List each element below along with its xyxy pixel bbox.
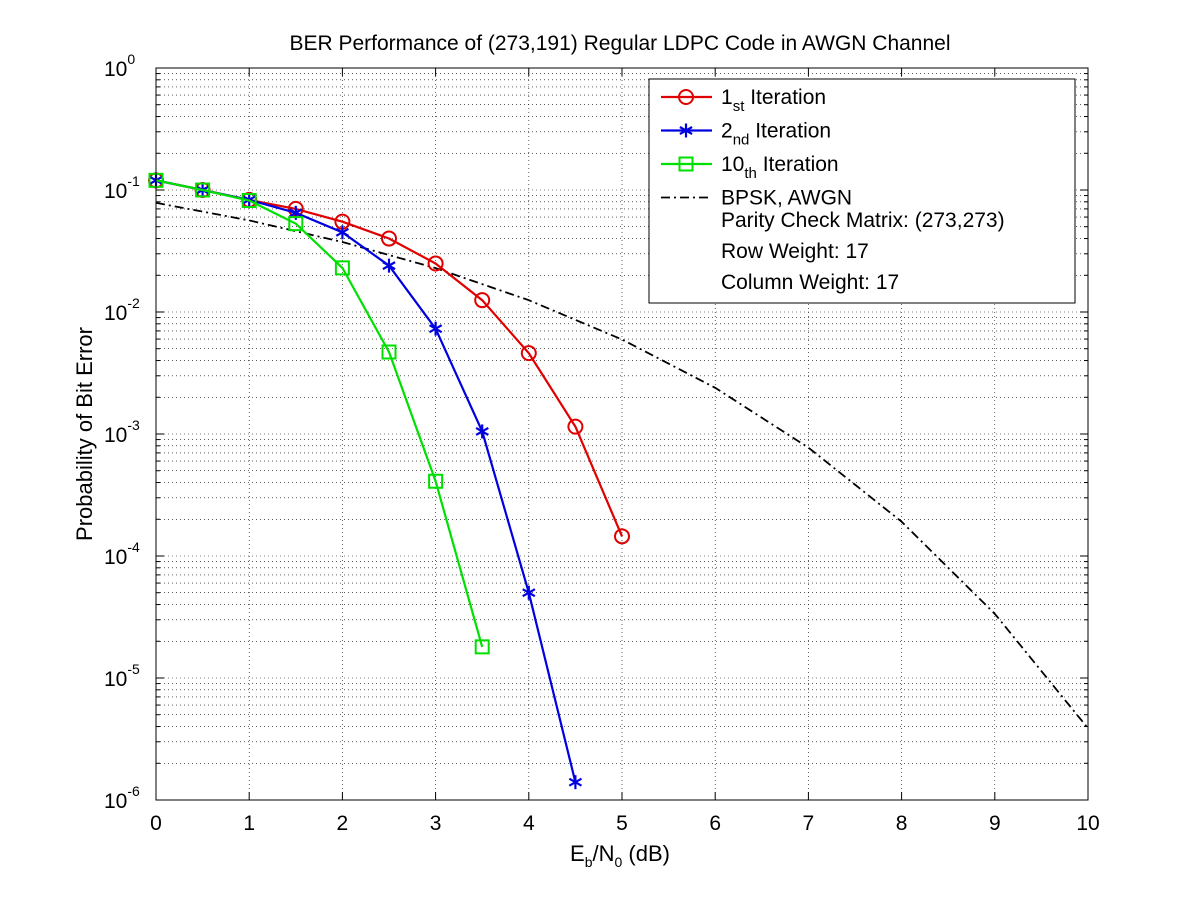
chart-title: BER Performance of (273,191) Regular LDP… — [289, 32, 950, 55]
y-axis-label: Probability of Bit Error — [72, 327, 97, 541]
data-point — [288, 216, 304, 232]
asterisk-stroke — [522, 588, 536, 598]
x-tick-label: 2 — [337, 812, 349, 835]
data-point — [568, 775, 583, 790]
y-tick-label: 10-3 — [104, 417, 140, 447]
x-tick-label: 0 — [150, 812, 162, 835]
legend: 1st Iteration 2nd Iteration 10th Iteration… — [648, 78, 1076, 304]
legend-label: 2nd Iteration — [721, 120, 831, 149]
data-point — [195, 182, 211, 198]
legend-note: Row Weight: 17 — [721, 240, 869, 263]
data-point — [520, 345, 537, 362]
series-line — [155, 201, 1089, 729]
legend-entry-3: BPSK, AWGN — [661, 187, 852, 210]
legend-note: Column Weight: 17 — [721, 271, 899, 294]
legend-marker — [679, 123, 693, 138]
data-point — [381, 344, 397, 360]
data-point — [474, 292, 491, 309]
legend-entry-0: 1st Iteration — [661, 86, 826, 115]
legend-entry-1: 2nd Iteration — [661, 120, 831, 149]
data-point — [335, 225, 350, 240]
asterisk-stroke — [679, 126, 693, 135]
y-tick-label: 100 — [104, 51, 135, 81]
x-tick-label: 5 — [616, 812, 628, 835]
y-tick-label: 10-5 — [104, 661, 140, 691]
legend-marker — [678, 89, 694, 105]
x-axis-label: Eb/N0 (dB) — [570, 841, 670, 870]
x-tick-label: 10 — [1076, 812, 1099, 835]
x-tick-label: 1 — [243, 812, 255, 835]
series-line — [155, 179, 484, 648]
data-point — [428, 473, 444, 489]
data-point — [427, 255, 444, 272]
x-tick-label: 8 — [896, 812, 908, 835]
legend-label: 10th Iteration — [721, 153, 839, 182]
x-tick-label: 9 — [989, 812, 1001, 835]
data-point — [567, 418, 584, 435]
asterisk-stroke — [289, 208, 303, 218]
data-point — [614, 528, 630, 545]
y-tick-label: 10-1 — [104, 173, 140, 203]
asterisk-stroke — [428, 324, 443, 334]
y-tick-label: 10-6 — [104, 783, 140, 813]
x-tick-label: 7 — [803, 812, 815, 835]
axis-ticks: 0 1 2 3 4 5 6 7 8 9 10 10-6 10-5 10-4 10-3 10-2 10-1 100 — [104, 51, 1100, 835]
legend-box — [648, 78, 1076, 304]
x-tick-label: 4 — [523, 812, 535, 835]
data-point — [382, 258, 396, 273]
series-3 — [155, 201, 1089, 729]
data-point — [474, 639, 490, 655]
data-point — [334, 260, 350, 276]
x-tick-label: 3 — [430, 812, 442, 835]
y-tick-label: 10-4 — [104, 539, 140, 569]
data-point — [522, 585, 536, 600]
asterisk-stroke — [335, 227, 350, 237]
data-point — [381, 230, 397, 247]
asterisk-stroke — [568, 777, 583, 787]
legend-marker — [678, 156, 694, 172]
asterisk-stroke — [475, 426, 489, 436]
legend-note: Parity Check Matrix: (273,273) — [721, 209, 1005, 232]
legend-label: 1st Iteration — [721, 86, 826, 115]
legend-label: BPSK, AWGN — [721, 187, 852, 210]
data-point — [475, 424, 489, 439]
x-tick-label: 6 — [709, 812, 721, 835]
legend-entry-2: 10th Iteration — [661, 153, 839, 182]
data-series — [148, 172, 1089, 790]
y-tick-label: 10-2 — [104, 295, 140, 325]
data-point — [428, 321, 443, 336]
data-point — [241, 193, 257, 209]
asterisk-stroke — [382, 261, 396, 271]
